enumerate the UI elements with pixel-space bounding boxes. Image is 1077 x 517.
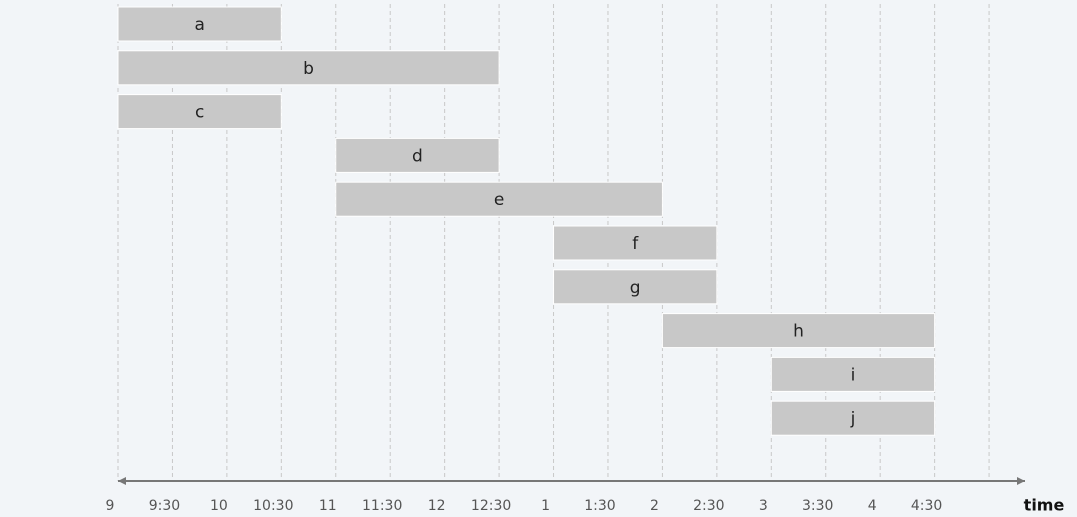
x-tick-label: 1: [541, 498, 550, 514]
x-tick-label: 11: [319, 498, 337, 514]
axis-arrow: [1017, 477, 1025, 485]
task-bar: [335, 137, 500, 173]
task-label: f: [632, 234, 639, 254]
x-tick-label: 12: [428, 498, 446, 514]
task-label: h: [793, 322, 804, 342]
task-bar: [553, 269, 718, 305]
task-bar: [553, 225, 718, 261]
x-axis-label: time: [1024, 496, 1065, 515]
task-label: b: [303, 59, 314, 79]
x-tick-label: 1:30: [584, 498, 615, 514]
task-label: g: [630, 278, 641, 298]
x-tick-label: 2: [650, 498, 659, 514]
x-tick-label: 12:30: [471, 498, 511, 514]
task-bar: [335, 181, 663, 217]
task-bar: [770, 356, 936, 392]
task-label: e: [494, 190, 504, 210]
axis-arrow: [118, 477, 126, 485]
task-label: j: [850, 409, 856, 429]
x-tick-label: 9:30: [149, 498, 180, 514]
task-bar: [117, 50, 500, 86]
task-label: i: [851, 365, 856, 385]
x-tick-label: 9: [106, 498, 115, 514]
task-label: a: [194, 15, 204, 35]
task-bar: [117, 6, 282, 42]
task-label: d: [412, 146, 423, 166]
x-tick-label: 11:30: [362, 498, 402, 514]
x-tick-label: 10:30: [253, 498, 293, 514]
task-bar: [117, 94, 282, 130]
x-tick-label: 10: [210, 498, 228, 514]
x-tick-label: 4: [868, 498, 877, 514]
task-label: c: [195, 103, 204, 123]
task-bar: [661, 313, 936, 349]
x-tick-label: 4:30: [911, 498, 942, 514]
x-tick-label: 3: [759, 498, 768, 514]
task-bar: [770, 400, 936, 436]
x-tick-label: 2:30: [693, 498, 724, 514]
x-tick-label: 3:30: [802, 498, 833, 514]
